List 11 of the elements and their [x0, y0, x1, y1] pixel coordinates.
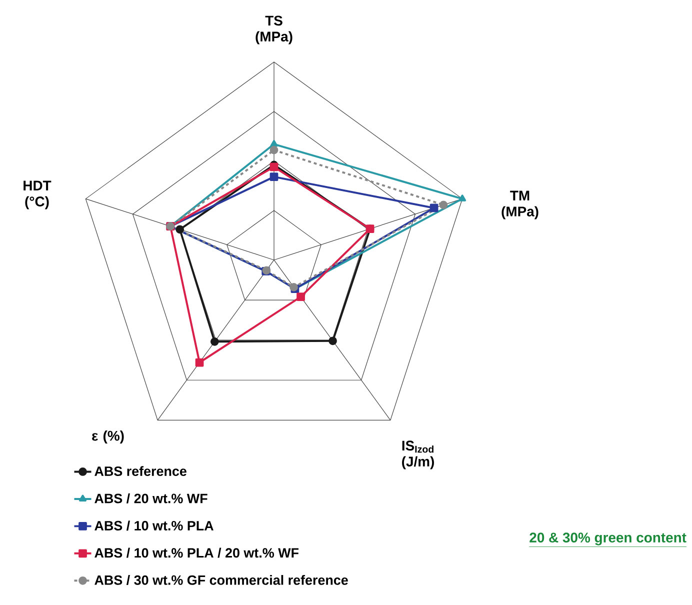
spoke-label: TS (MPa): [256, 16, 292, 44]
legend-label: ABS / 10 wt.% PLA / 20 wt.% WF: [94, 548, 298, 558]
legend-label: ABS / 20 wt.% WF: [94, 493, 208, 504]
legend-label: ABS / 10 wt.% PLA: [94, 520, 214, 531]
spoke-label: ε (%): [92, 430, 124, 444]
spoke-label: HDT (°C): [24, 180, 52, 210]
text: 20 & 30% green content: [530, 532, 686, 546]
legend-label: ABS reference: [94, 466, 186, 476]
legend-label: ABS / 30 wt.% GF commercial reference: [94, 575, 348, 586]
spoke-label: TM (MPa): [502, 190, 538, 220]
spoke-label: IS$_{Izod}$ (J/m): [402, 440, 434, 470]
